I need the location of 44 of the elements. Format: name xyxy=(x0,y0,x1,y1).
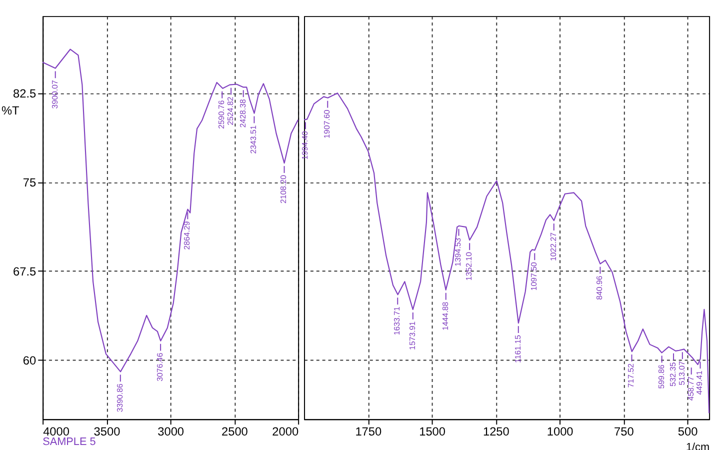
annotation: 1097.50 xyxy=(530,261,539,291)
annotation: 1573.91 xyxy=(408,320,417,350)
x-tick-label: 1000 xyxy=(546,424,574,438)
annotation: 532.35 xyxy=(668,362,678,386)
annotation: 2864.29 xyxy=(182,220,192,250)
annotation: 1907.60 xyxy=(322,109,332,138)
annotation: 3390.86 xyxy=(115,383,124,412)
annotation: 840.96 xyxy=(595,275,604,300)
y-axis-title: %T xyxy=(1,104,20,118)
y-tick-label: 67.5 xyxy=(13,264,37,278)
x-tick-label: 3000 xyxy=(158,424,184,438)
annotation: 3076.46 xyxy=(156,352,165,382)
annotation: 1022.27 xyxy=(548,232,558,262)
x-tick-label: 3500 xyxy=(94,424,121,438)
annotation: 717.52 xyxy=(626,363,636,388)
annotation: 1994.40 xyxy=(300,130,310,160)
x-tick-label: 2000 xyxy=(272,424,299,438)
annotation: 3900.07 xyxy=(50,80,60,109)
annotation: 449.41 xyxy=(695,370,704,395)
annotation: 513.07 xyxy=(677,361,686,386)
x-tick-label: 500 xyxy=(678,424,698,438)
annotation: 1633.71 xyxy=(392,306,402,336)
y-tick-label: 82.5 xyxy=(13,86,37,101)
annotation: 2428.38 xyxy=(238,98,248,128)
x-axis-title: 1/cm xyxy=(686,441,710,450)
annotation: 1444.88 xyxy=(440,301,450,330)
annotation: 1394.53 xyxy=(454,237,463,266)
y-tick-label: 75 xyxy=(22,175,37,190)
x-tick-label: 4000 xyxy=(43,424,70,438)
x-tick-label: 1500 xyxy=(419,424,446,438)
annotation: 2343.51 xyxy=(249,124,258,154)
x-tick-label: 1750 xyxy=(355,424,382,438)
x-tick-label: 2500 xyxy=(221,424,248,438)
annotation: 1161.15 xyxy=(513,334,522,363)
annotation: 599.86 xyxy=(656,364,666,389)
text: SAMPLE 5 xyxy=(42,436,96,448)
x-tick-label: 750 xyxy=(614,424,634,438)
annotation: 1352.10 xyxy=(464,251,474,281)
x-tick-label: 1250 xyxy=(482,424,510,438)
annotation: 2108.20 xyxy=(279,174,288,204)
annotation: 2524.82 xyxy=(226,96,236,126)
annotation: 458.77 xyxy=(686,376,696,401)
annotation: 2590.76 xyxy=(217,100,226,129)
y-tick-label: 60 xyxy=(22,353,37,368)
